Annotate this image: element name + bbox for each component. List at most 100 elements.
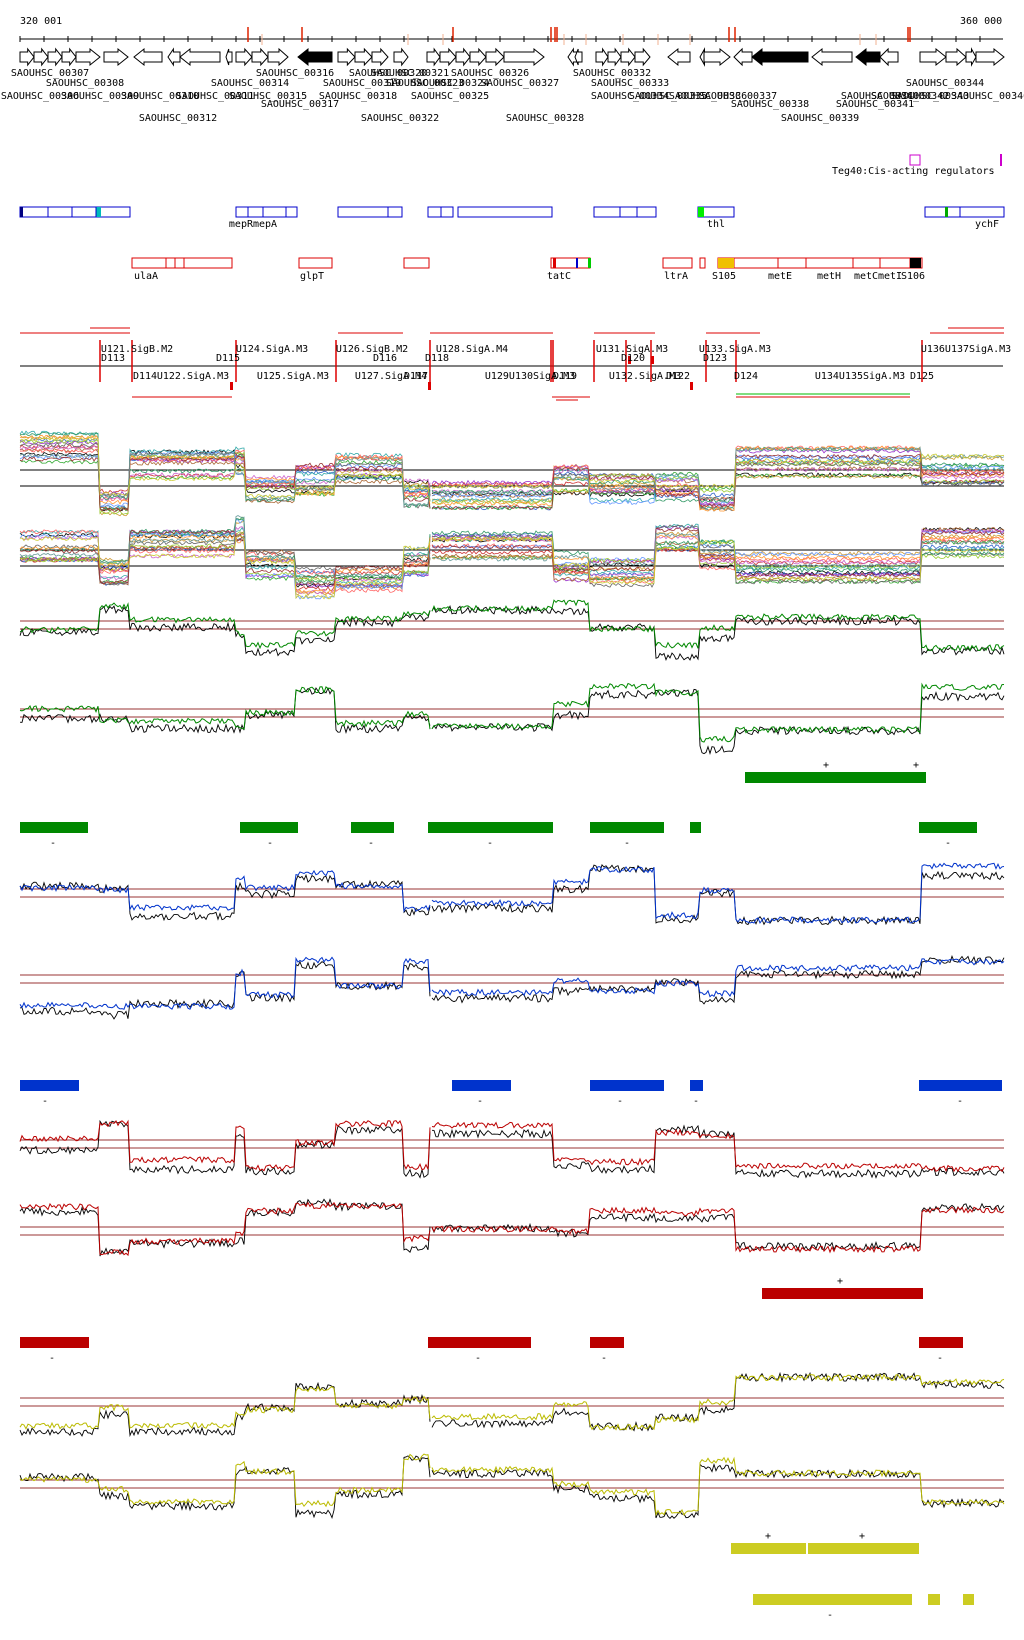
group-bar[interactable] xyxy=(452,1080,511,1091)
gene-arrow[interactable] xyxy=(620,47,636,67)
group-bar[interactable] xyxy=(428,1337,531,1348)
group-bar[interactable] xyxy=(963,1594,974,1605)
gene-label: SAOUHSC_00322 xyxy=(361,113,439,124)
gene-arrow[interactable] xyxy=(297,47,333,67)
condition-trace xyxy=(19,599,1005,652)
red-feature[interactable] xyxy=(131,257,233,269)
group-bar[interactable] xyxy=(919,1337,963,1348)
gene-arrow[interactable] xyxy=(103,47,129,67)
gene-arrow[interactable] xyxy=(879,47,899,67)
gene-arrow[interactable] xyxy=(393,47,409,67)
red-feature[interactable] xyxy=(403,257,430,269)
gene-arrow[interactable] xyxy=(945,47,967,67)
gene-label: SAOUHSC_00319 xyxy=(323,78,401,89)
transcription-unit-label: U134U135SigA.M3 xyxy=(815,371,905,382)
group-bar[interactable] xyxy=(690,822,701,833)
gene-arrow[interactable] xyxy=(919,47,947,67)
gene-arrow[interactable] xyxy=(733,47,753,67)
group-sign: - xyxy=(368,838,374,849)
gene-arrow[interactable] xyxy=(965,47,977,67)
gene-arrow[interactable] xyxy=(33,47,49,67)
gene-arrow[interactable] xyxy=(469,47,487,67)
gene-label: SAOUHSC_00337 xyxy=(699,91,777,102)
gene-arrow[interactable] xyxy=(485,47,505,67)
gene-arrow[interactable] xyxy=(354,47,373,67)
gene-arrow[interactable] xyxy=(167,47,181,67)
red-feature[interactable] xyxy=(733,257,911,269)
gene-arrow[interactable] xyxy=(19,47,35,67)
blue-feature[interactable] xyxy=(457,206,553,218)
expression-profiles xyxy=(19,430,1005,1520)
gene-annotation-track: SAOUHSC_00307SAOUHSC_00308SAOUHSC_00306S… xyxy=(1,47,1024,124)
expression-panel xyxy=(19,1198,1005,1257)
group-bar[interactable] xyxy=(428,822,553,833)
gene-arrow[interactable] xyxy=(61,47,77,67)
gene-arrow[interactable] xyxy=(751,47,809,67)
gene-arrow[interactable] xyxy=(75,47,101,67)
group-bar[interactable] xyxy=(20,822,88,833)
group-bar[interactable] xyxy=(351,822,394,833)
group-bar[interactable] xyxy=(590,1337,624,1348)
gene-arrow[interactable] xyxy=(595,47,609,67)
gene-arrow[interactable] xyxy=(455,47,471,67)
gene-label: SAOUHSC_00318 xyxy=(319,91,397,102)
group-bar[interactable] xyxy=(731,1543,806,1554)
gene-label: SAOUHSC_00325 xyxy=(411,91,489,102)
blue-feature[interactable] xyxy=(19,206,131,218)
gene-arrow[interactable] xyxy=(439,47,457,67)
blue-feature[interactable] xyxy=(924,206,1005,218)
gene-arrow[interactable] xyxy=(607,47,622,67)
group-bar[interactable] xyxy=(240,822,298,833)
blue-feature[interactable] xyxy=(235,206,298,218)
gene-label: SAOUHSC_00324 xyxy=(411,78,489,89)
group-bar[interactable] xyxy=(690,1080,703,1091)
end-coordinate: 360 000 xyxy=(960,16,1002,27)
blue-feature[interactable] xyxy=(593,206,657,218)
gene-arrow[interactable] xyxy=(251,47,269,67)
gene-label: SAOUHSC_00307 xyxy=(11,68,89,79)
gene-arrow[interactable] xyxy=(855,47,881,67)
gene-arrow[interactable] xyxy=(235,47,253,67)
gene-arrow[interactable] xyxy=(47,47,63,67)
red-feature[interactable] xyxy=(298,257,333,269)
transcription-unit-label: D123 xyxy=(703,353,727,364)
red-feature[interactable] xyxy=(662,257,693,269)
reference-trace xyxy=(19,605,1005,661)
transcription-unit-label: U136U137SigA.M3 xyxy=(921,344,1011,355)
gene-arrow[interactable] xyxy=(267,47,289,67)
gene-label: SAOUHSC_00335 xyxy=(629,91,707,102)
group-bar[interactable] xyxy=(590,822,664,833)
expression-trace xyxy=(19,434,1005,512)
gene-arrow[interactable] xyxy=(426,47,441,67)
group-bar[interactable] xyxy=(753,1594,912,1605)
group-sign: - xyxy=(42,1096,48,1107)
group-bar[interactable] xyxy=(20,1080,79,1091)
group-bar[interactable] xyxy=(20,1337,89,1348)
group-bar[interactable] xyxy=(808,1543,919,1554)
regulator-box[interactable] xyxy=(909,154,921,166)
gene-arrow[interactable] xyxy=(634,47,651,67)
gene-arrow[interactable] xyxy=(703,47,731,67)
group-bar[interactable] xyxy=(919,822,977,833)
red-feature[interactable] xyxy=(699,257,706,269)
gene-arrow[interactable] xyxy=(975,47,1005,67)
group-bar[interactable] xyxy=(762,1288,923,1299)
gene-arrow[interactable] xyxy=(574,48,583,66)
red-feature[interactable] xyxy=(550,257,591,269)
group-bar[interactable] xyxy=(919,1080,1002,1091)
gene-arrow[interactable] xyxy=(667,47,691,67)
gene-arrow[interactable] xyxy=(133,47,163,67)
gene-arrow[interactable] xyxy=(337,47,356,67)
gene-arrow[interactable] xyxy=(371,47,389,67)
gene-arrow[interactable] xyxy=(225,48,233,66)
group-bar[interactable] xyxy=(745,772,926,783)
blue-feature[interactable] xyxy=(337,206,403,218)
group-bar[interactable] xyxy=(590,1080,664,1091)
gene-label: SAOUHSC_00308 xyxy=(46,78,124,89)
group-bar[interactable] xyxy=(928,1594,940,1605)
gene-arrow[interactable] xyxy=(503,47,545,67)
gene-arrow[interactable] xyxy=(179,47,221,67)
blue-feature-label: ychF xyxy=(975,219,999,230)
gene-arrow[interactable] xyxy=(811,47,853,67)
gene-label: SAOUHSC_00346 xyxy=(951,91,1024,102)
